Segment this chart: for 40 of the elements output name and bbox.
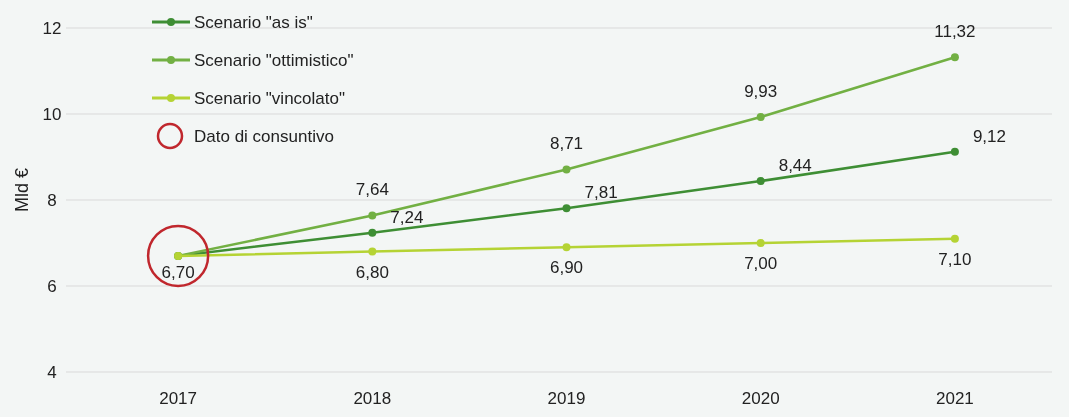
data-label: 7,81: [584, 183, 618, 203]
point: [368, 228, 377, 237]
data-label: 7,10: [938, 249, 972, 269]
y-axis-title: Mld €: [12, 167, 32, 213]
data-label: 7,24: [390, 207, 424, 227]
legend-label: Scenario "as is": [194, 12, 313, 32]
y-tick-label: 12: [42, 18, 62, 38]
data-label: 6,90: [549, 258, 584, 278]
point: [368, 247, 377, 256]
data-label: 9,12: [972, 126, 1006, 146]
x-tick-label: 2021: [935, 389, 974, 408]
data-label: 6,70: [161, 262, 195, 282]
point: [368, 211, 377, 220]
point: [562, 204, 571, 213]
point: [756, 177, 765, 186]
y-tick-label: 4: [47, 362, 57, 382]
data-label: 9,93: [744, 82, 778, 102]
x-tick-label: 2019: [547, 389, 586, 408]
x-tick-label: 2018: [353, 389, 392, 408]
point: [950, 147, 959, 156]
data-label: 7,64: [355, 180, 389, 200]
point: [950, 53, 959, 62]
y-tick-label: 6: [47, 276, 57, 296]
data-label: 6,80: [355, 262, 389, 282]
x-tick-label: 2017: [159, 389, 198, 408]
y-tick-label: 8: [47, 190, 57, 210]
point: [950, 234, 959, 243]
data-label: 8,71: [549, 134, 584, 154]
point: [756, 113, 765, 122]
legend-label: Dato di consuntivo: [194, 126, 334, 146]
y-tick-label: 10: [42, 104, 62, 124]
legend-label: Scenario "ottimistico": [194, 50, 354, 70]
legend-label: Scenario "vincolato": [194, 88, 345, 108]
point: [562, 165, 571, 174]
x-tick-label: 2020: [741, 389, 780, 408]
point: [756, 239, 765, 247]
data-label: 7,00: [744, 254, 778, 273]
data-label: 8,44: [778, 156, 812, 176]
data-label: 11,32: [934, 22, 976, 42]
point: [562, 243, 571, 252]
